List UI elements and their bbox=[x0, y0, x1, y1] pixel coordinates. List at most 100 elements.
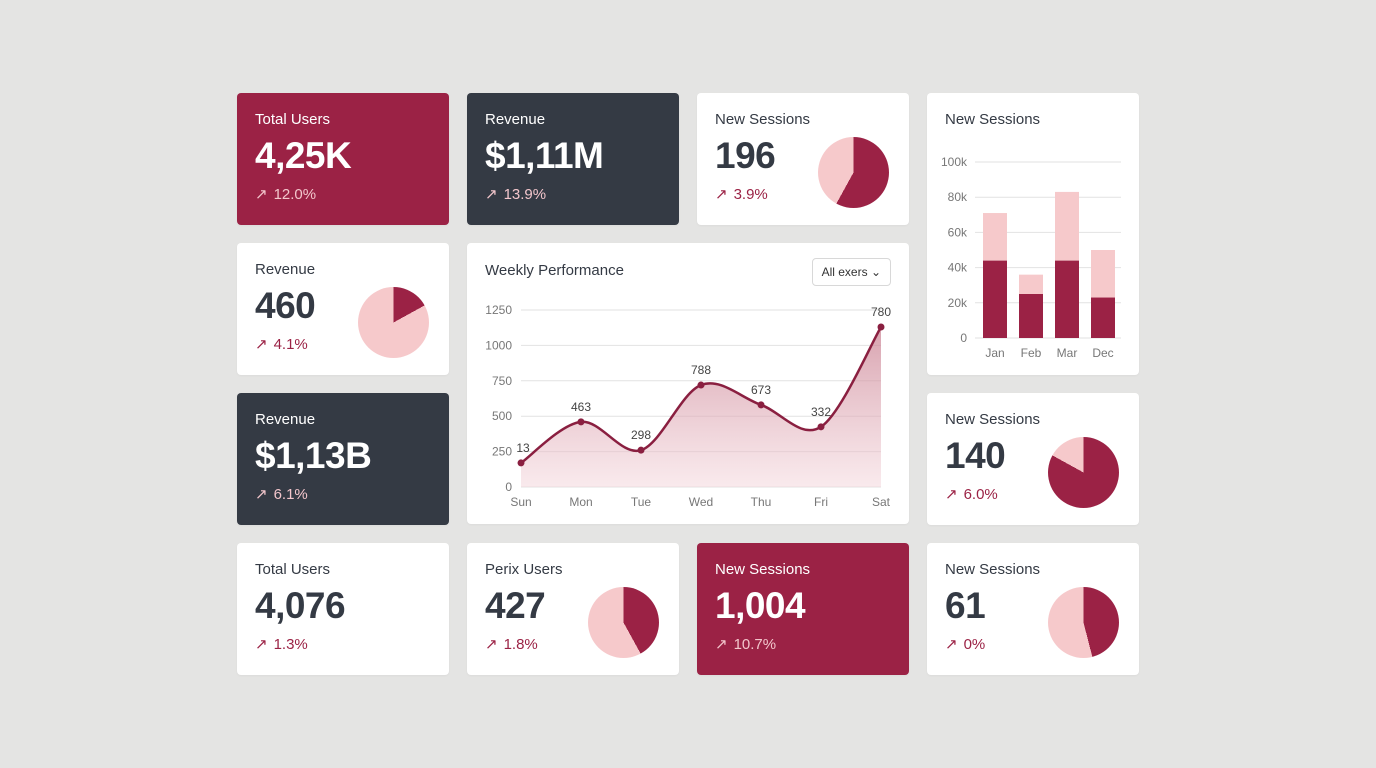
metric-card: Total Users 4,25K ↗ 12.0% bbox=[237, 93, 449, 225]
card-value: 61 bbox=[945, 585, 986, 626]
data-label: 788 bbox=[691, 363, 711, 377]
arrow-up-right-icon: ↗ bbox=[255, 186, 268, 203]
card-change: ↗ 13.9% bbox=[485, 185, 546, 203]
line-chart: 0 250 500 750 1000 1250 13 Sun 463 Mon 298 Tue 788 We… bbox=[485, 303, 891, 509]
data-label: 780 bbox=[871, 305, 891, 319]
metric-card: Perix Users 427 ↗ 1.8% bbox=[467, 543, 679, 675]
data-point bbox=[757, 401, 765, 409]
change-value: 3.9% bbox=[733, 186, 768, 203]
change-value: 10.7% bbox=[733, 636, 777, 653]
card-value: 427 bbox=[485, 585, 546, 626]
y-tick-label: 1000 bbox=[485, 338, 512, 352]
data-label: 298 bbox=[631, 428, 651, 442]
card-title: Total Users bbox=[255, 561, 331, 578]
data-point bbox=[817, 423, 825, 431]
x-tick-label: Tue bbox=[631, 495, 652, 509]
card-title: Perix Users bbox=[485, 561, 563, 578]
card-value: $1,11M bbox=[485, 135, 604, 176]
card-title: Total Users bbox=[255, 111, 331, 128]
x-tick-label: Sun bbox=[510, 495, 531, 509]
x-tick-label: Wed bbox=[689, 495, 713, 509]
data-label: 673 bbox=[751, 383, 771, 397]
card-change: ↗ 4.1% bbox=[255, 335, 308, 353]
data-label: 13 bbox=[516, 441, 530, 455]
area-fill bbox=[521, 326, 881, 487]
arrow-up-right-icon: ↗ bbox=[255, 336, 268, 353]
card-value: 4,076 bbox=[255, 585, 346, 626]
filter-dropdown[interactable]: All exers ⌄ bbox=[811, 258, 891, 286]
data-label: 463 bbox=[571, 400, 591, 414]
bar-segment bbox=[1019, 274, 1043, 294]
metric-card: New Sessions 140 ↗ 6.0% bbox=[927, 393, 1139, 525]
metric-card: Revenue $1,11M ↗ 13.9% bbox=[467, 93, 679, 225]
card-title: New Sessions bbox=[715, 111, 811, 128]
chevron-down-icon: ⌄ bbox=[870, 265, 881, 279]
pie-chart bbox=[588, 587, 659, 658]
pie-chart bbox=[358, 287, 429, 358]
change-value: 12.0% bbox=[273, 186, 317, 203]
bar-segment bbox=[1091, 250, 1115, 298]
arrow-up-right-icon: ↗ bbox=[715, 636, 728, 653]
card-title: New Sessions bbox=[945, 561, 1041, 578]
change-value: 4.1% bbox=[273, 336, 308, 353]
bar-segment bbox=[1055, 191, 1079, 261]
y-tick-label: 80k bbox=[948, 190, 968, 204]
y-tick-label: 500 bbox=[492, 409, 512, 423]
card-value: 196 bbox=[715, 135, 776, 176]
data-point bbox=[877, 323, 885, 331]
y-tick-label: 250 bbox=[492, 445, 512, 459]
y-tick-label: 100k bbox=[941, 155, 968, 169]
data-point bbox=[517, 459, 525, 467]
arrow-up-right-icon: ↗ bbox=[945, 486, 958, 503]
y-tick-label: 20k bbox=[948, 296, 968, 310]
y-tick-label: 750 bbox=[492, 374, 512, 388]
arrow-up-right-icon: ↗ bbox=[485, 186, 498, 203]
metric-card: New Sessions 61 ↗ 0% bbox=[927, 543, 1139, 675]
chart-title: New Sessions bbox=[945, 111, 1041, 128]
change-value: 1.8% bbox=[503, 636, 538, 653]
change-value: 6.1% bbox=[273, 486, 308, 503]
card-change: ↗ 3.9% bbox=[715, 185, 768, 203]
card-title: New Sessions bbox=[945, 411, 1041, 428]
bar-segment bbox=[1055, 260, 1079, 338]
y-tick-label: 0 bbox=[505, 480, 512, 494]
chart-title: Weekly Performance bbox=[485, 262, 624, 279]
sessions-bar-card: New Sessions 0 20k 40k 60k 80k 100k Jan Feb Mar D… bbox=[927, 93, 1139, 375]
metric-card: Total Users 4,076 ↗ 1.3% bbox=[237, 543, 449, 675]
card-change: ↗ 10.7% bbox=[715, 635, 776, 653]
pie-chart bbox=[1048, 437, 1119, 508]
y-tick-label: 40k bbox=[948, 261, 968, 275]
data-point bbox=[577, 418, 585, 426]
x-tick-label: Fri bbox=[814, 495, 828, 509]
card-title: New Sessions bbox=[715, 561, 811, 578]
weekly-performance-card: Weekly Performance All exers ⌄ 0 250 500 75… bbox=[467, 243, 909, 524]
arrow-up-right-icon: ↗ bbox=[945, 636, 958, 653]
data-point bbox=[637, 446, 645, 454]
bar-segment bbox=[983, 213, 1007, 261]
x-tick-label: Mon bbox=[569, 495, 592, 509]
card-title: Revenue bbox=[255, 261, 316, 278]
metric-card: New Sessions 196 ↗ 3.9% bbox=[697, 93, 909, 225]
metric-card: Revenue 460 ↗ 4.1% bbox=[237, 243, 449, 375]
metric-card: New Sessions 1,004 ↗ 10.7% bbox=[697, 543, 909, 675]
metric-card: Revenue $1,13B ↗ 6.1% bbox=[237, 393, 449, 525]
data-point bbox=[697, 381, 705, 389]
arrow-up-right-icon: ↗ bbox=[485, 636, 498, 653]
bar-segment bbox=[1091, 297, 1115, 338]
x-tick-label: Mar bbox=[1057, 346, 1078, 360]
card-title: Revenue bbox=[485, 111, 546, 128]
arrow-up-right-icon: ↗ bbox=[255, 636, 268, 653]
card-change: ↗ 12.0% bbox=[255, 185, 316, 203]
card-change: ↗ 1.3% bbox=[255, 635, 308, 653]
data-label: 332 bbox=[811, 405, 831, 419]
dropdown-label: All exers bbox=[821, 265, 868, 279]
card-value: $1,13B bbox=[255, 435, 372, 476]
bar-segment bbox=[983, 260, 1007, 338]
change-value: 6.0% bbox=[963, 486, 998, 503]
change-value: 1.3% bbox=[273, 636, 308, 653]
pie-chart bbox=[1048, 587, 1119, 658]
card-value: 1,004 bbox=[715, 585, 806, 626]
card-change: ↗ 1.8% bbox=[485, 635, 538, 653]
y-tick-label: 0 bbox=[960, 331, 967, 345]
x-tick-label: Sat bbox=[872, 495, 891, 509]
